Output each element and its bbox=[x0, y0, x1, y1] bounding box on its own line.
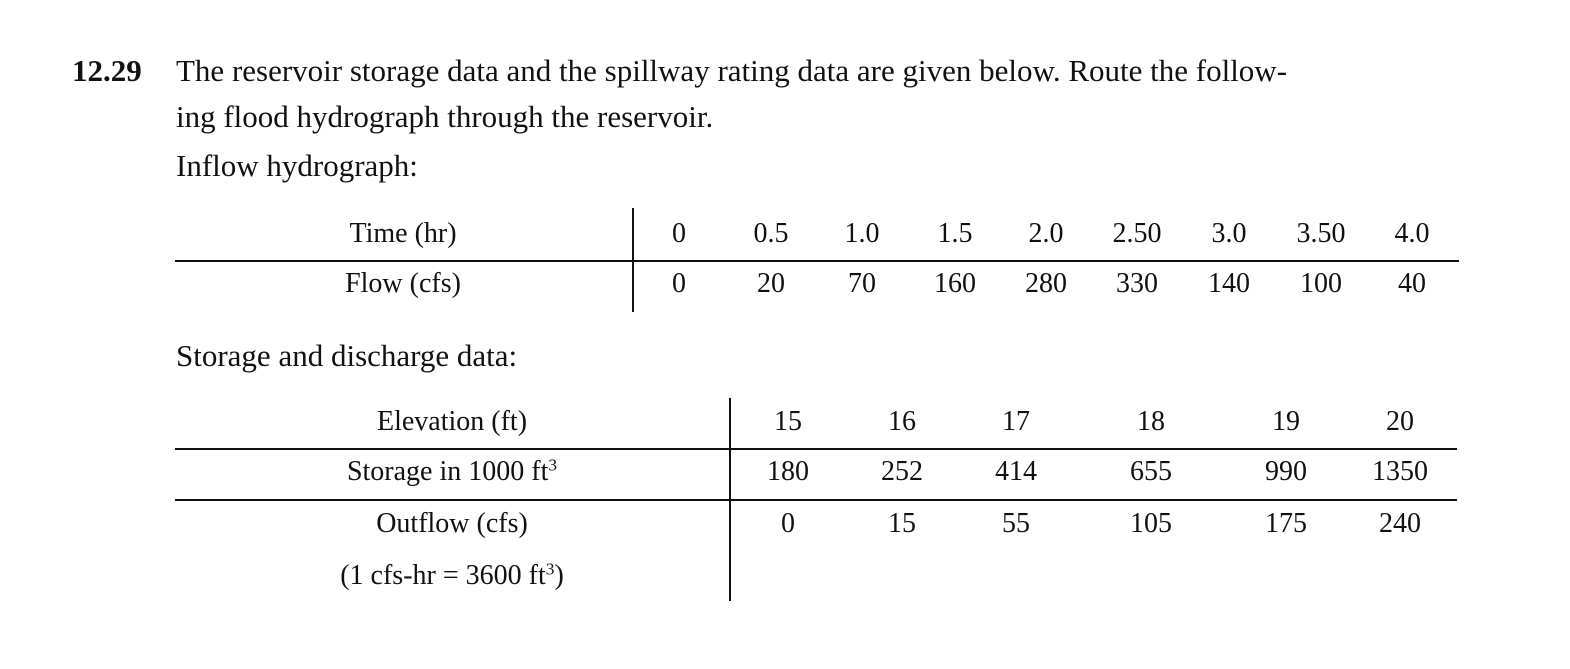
outflow-value: 55 bbox=[1002, 508, 1030, 539]
elevation-value: 15 bbox=[774, 406, 802, 437]
storage-table-rule-1 bbox=[175, 448, 1457, 450]
time-value: 3.0 bbox=[1211, 218, 1247, 249]
time-value: 1.0 bbox=[844, 218, 880, 249]
storage-value: 990 bbox=[1265, 456, 1307, 487]
inflow-table-divider bbox=[632, 208, 634, 312]
flow-value: 140 bbox=[1208, 268, 1250, 299]
elevation-value: 20 bbox=[1386, 406, 1414, 437]
conversion-note: (1 cfs-hr = 3600 ft3) bbox=[340, 559, 564, 591]
time-value: 0 bbox=[672, 218, 686, 249]
elevation-value: 19 bbox=[1272, 406, 1300, 437]
problem-number: 12.29 bbox=[72, 53, 142, 88]
time-value: 3.50 bbox=[1296, 218, 1346, 249]
storage-value: 1350 bbox=[1372, 456, 1428, 487]
inflow-table-rule bbox=[175, 260, 1459, 262]
elevation-value: 17 bbox=[1002, 406, 1030, 437]
outflow-value: 240 bbox=[1379, 508, 1421, 539]
time-value: 4.0 bbox=[1394, 218, 1430, 249]
outflow-value: 105 bbox=[1130, 508, 1172, 539]
storage-header: Storage in 1000 ft3 bbox=[346, 455, 558, 487]
storage-table-divider bbox=[729, 398, 731, 601]
outflow-value: 175 bbox=[1265, 508, 1307, 539]
problem-line-1: The reservoir storage data and the spill… bbox=[176, 53, 1288, 88]
flow-value: 20 bbox=[757, 268, 785, 299]
problem-line-2: ing flood hydrograph through the reservo… bbox=[176, 99, 714, 134]
storage-value: 180 bbox=[767, 456, 809, 487]
flow-value: 280 bbox=[1025, 268, 1067, 299]
flow-value: 40 bbox=[1398, 268, 1426, 299]
flow-value: 160 bbox=[934, 268, 976, 299]
time-value: 2.50 bbox=[1112, 218, 1162, 249]
outflow-header: Outflow (cfs) bbox=[376, 508, 528, 539]
storage-value: 655 bbox=[1130, 456, 1172, 487]
storage-discharge-label: Storage and discharge data: bbox=[176, 338, 518, 373]
storage-table-rule-2 bbox=[175, 499, 1457, 501]
flow-value: 70 bbox=[848, 268, 876, 299]
storage-value: 414 bbox=[995, 456, 1037, 487]
flow-value: 0 bbox=[672, 268, 686, 299]
elevation-value: 18 bbox=[1137, 406, 1165, 437]
flow-header: Flow (cfs) bbox=[345, 268, 461, 299]
storage-value: 252 bbox=[881, 456, 923, 487]
flow-value: 100 bbox=[1300, 268, 1342, 299]
time-header: Time (hr) bbox=[349, 218, 457, 249]
elevation-value: 16 bbox=[888, 406, 916, 437]
time-value: 0.5 bbox=[753, 218, 789, 249]
time-value: 1.5 bbox=[937, 218, 973, 249]
outflow-value: 0 bbox=[781, 508, 795, 539]
flow-value: 330 bbox=[1116, 268, 1158, 299]
time-value: 2.0 bbox=[1028, 218, 1064, 249]
outflow-value: 15 bbox=[888, 508, 916, 539]
inflow-hydrograph-label: Inflow hydrograph: bbox=[176, 148, 418, 183]
problem-statement: The reservoir storage data and the spill… bbox=[176, 48, 1476, 140]
elevation-header: Elevation (ft) bbox=[376, 406, 528, 437]
